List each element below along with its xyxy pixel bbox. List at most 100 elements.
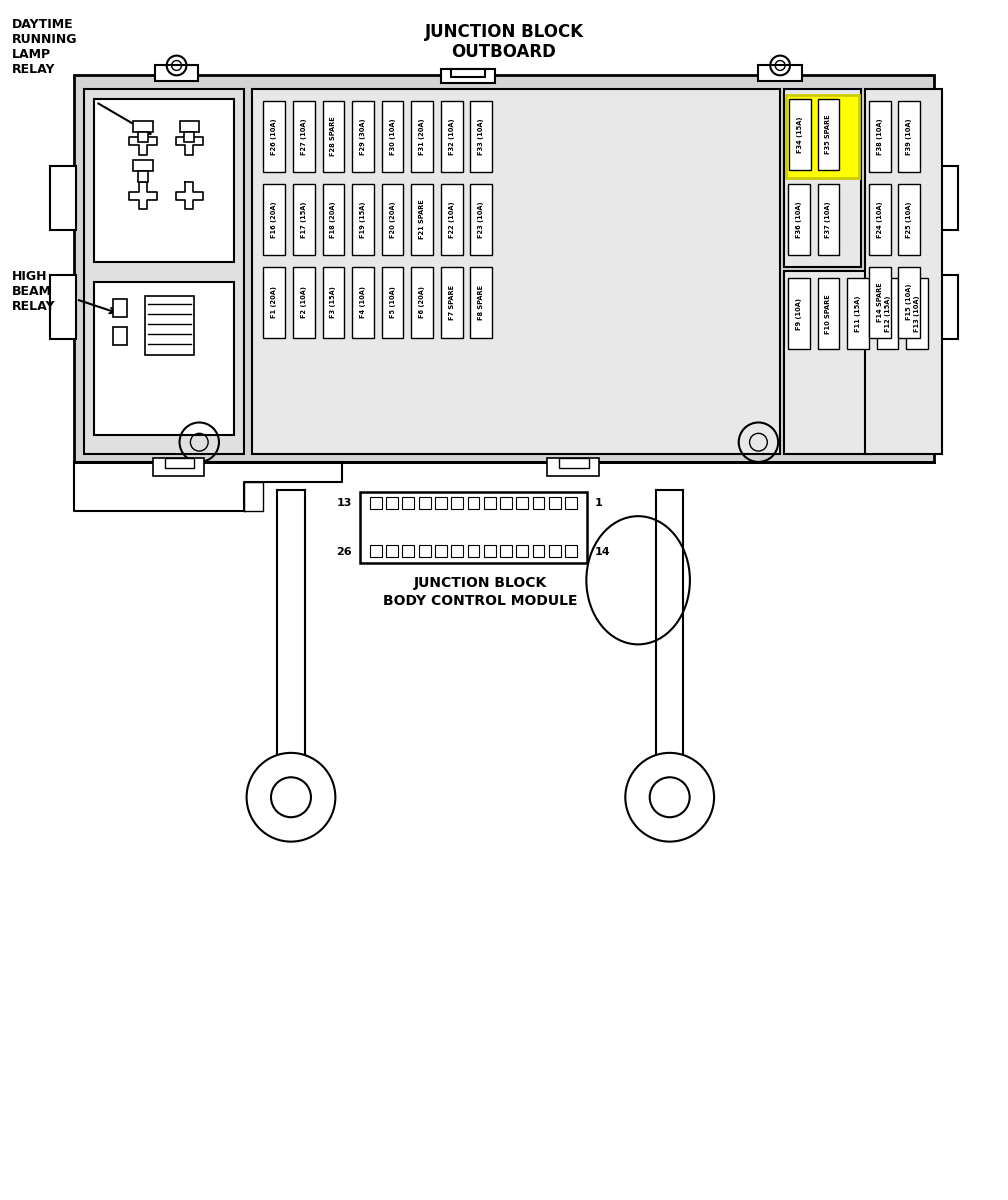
Text: F29 (30A): F29 (30A)	[360, 118, 366, 155]
Bar	[402, 498, 414, 509]
Bar	[323, 184, 345, 254]
Text: F37 (10A): F37 (10A)	[826, 202, 832, 238]
Text: 26: 26	[337, 547, 352, 557]
Bar	[179, 121, 200, 132]
Text: 13: 13	[337, 498, 352, 509]
Bar	[164, 458, 195, 468]
Text: 14: 14	[595, 547, 611, 557]
Bar	[484, 498, 496, 509]
Text: F22 (10A): F22 (10A)	[449, 202, 455, 238]
Bar	[547, 458, 599, 475]
Bar	[352, 101, 374, 172]
Text: F25 (10A): F25 (10A)	[906, 202, 912, 238]
Circle shape	[625, 752, 714, 841]
Bar	[565, 498, 577, 509]
Bar	[352, 184, 374, 254]
Bar	[402, 545, 414, 557]
Bar	[549, 545, 560, 557]
Text: F36 (10A): F36 (10A)	[796, 202, 802, 238]
Text: F33 (10A): F33 (10A)	[479, 118, 484, 155]
Text: JUNCTION BLOCK: JUNCTION BLOCK	[424, 23, 584, 41]
Text: F15 (10A): F15 (10A)	[906, 284, 912, 320]
Bar	[133, 160, 153, 170]
Bar	[789, 98, 810, 170]
Text: 1: 1	[595, 498, 603, 509]
Text: F30 (10A): F30 (10A)	[389, 118, 395, 155]
Text: DAYTIME
RUNNING
LAMP
RELAY: DAYTIME RUNNING LAMP RELAY	[12, 18, 78, 76]
Text: HIGH
BEAM
RELAY: HIGH BEAM RELAY	[12, 270, 55, 313]
Bar	[293, 266, 314, 337]
Bar	[788, 278, 809, 349]
Bar	[847, 278, 869, 349]
Bar	[386, 498, 398, 509]
Bar	[471, 266, 492, 337]
Bar	[452, 498, 463, 509]
Bar	[869, 184, 891, 254]
Bar	[906, 278, 928, 349]
Bar	[155, 66, 199, 82]
Bar	[898, 101, 920, 172]
Text: F31 (20A): F31 (20A)	[419, 118, 425, 155]
Bar	[370, 498, 382, 509]
Circle shape	[247, 752, 336, 841]
Bar	[50, 275, 76, 338]
Bar	[500, 545, 512, 557]
Bar	[532, 545, 544, 557]
Bar	[138, 170, 148, 182]
Bar	[435, 545, 447, 557]
Bar	[263, 184, 285, 254]
Bar	[74, 76, 934, 462]
Text: F17 (15A): F17 (15A)	[300, 202, 306, 238]
Bar	[784, 271, 871, 454]
Bar	[411, 101, 433, 172]
Bar	[516, 545, 528, 557]
Bar	[784, 89, 861, 266]
Bar	[382, 101, 403, 172]
Text: F1 (20A): F1 (20A)	[271, 286, 277, 318]
Bar	[138, 132, 148, 143]
Bar	[94, 98, 234, 262]
Text: F19 (15A): F19 (15A)	[360, 202, 366, 238]
Bar	[323, 266, 345, 337]
Bar	[252, 89, 780, 454]
Bar	[565, 545, 577, 557]
Bar	[370, 545, 382, 557]
Bar	[418, 545, 430, 557]
Bar	[877, 278, 898, 349]
Bar	[84, 89, 244, 454]
Text: JUNCTION BLOCK: JUNCTION BLOCK	[413, 576, 547, 590]
Text: F4 (10A): F4 (10A)	[360, 286, 366, 318]
Text: F18 (20A): F18 (20A)	[331, 202, 337, 238]
Bar	[440, 101, 463, 172]
Text: F23 (10A): F23 (10A)	[479, 202, 484, 238]
Text: F39 (10A): F39 (10A)	[906, 118, 912, 155]
Bar	[451, 70, 485, 77]
Bar	[411, 266, 433, 337]
Text: F24 (10A): F24 (10A)	[877, 202, 883, 238]
Bar	[516, 498, 528, 509]
Text: F32 (10A): F32 (10A)	[449, 118, 455, 155]
Text: F16 (20A): F16 (20A)	[271, 202, 277, 238]
Bar	[817, 184, 840, 254]
Bar	[559, 458, 589, 468]
Text: OUTBOARD: OUTBOARD	[452, 43, 556, 61]
Bar	[932, 166, 958, 230]
Text: BODY CONTROL MODULE: BODY CONTROL MODULE	[383, 594, 578, 608]
Bar	[133, 121, 153, 132]
Bar	[263, 101, 285, 172]
Bar	[293, 101, 314, 172]
Bar	[440, 70, 495, 83]
Bar	[50, 166, 76, 230]
Bar	[471, 184, 492, 254]
Bar	[484, 545, 496, 557]
Text: F34 (15A): F34 (15A)	[797, 116, 802, 152]
Bar	[898, 184, 920, 254]
Bar	[758, 66, 801, 82]
Bar	[786, 95, 859, 178]
Text: F7 SPARE: F7 SPARE	[449, 284, 455, 319]
Bar	[352, 266, 374, 337]
Bar	[94, 282, 234, 436]
Bar	[869, 266, 891, 337]
Bar	[468, 498, 480, 509]
Bar	[114, 299, 127, 317]
